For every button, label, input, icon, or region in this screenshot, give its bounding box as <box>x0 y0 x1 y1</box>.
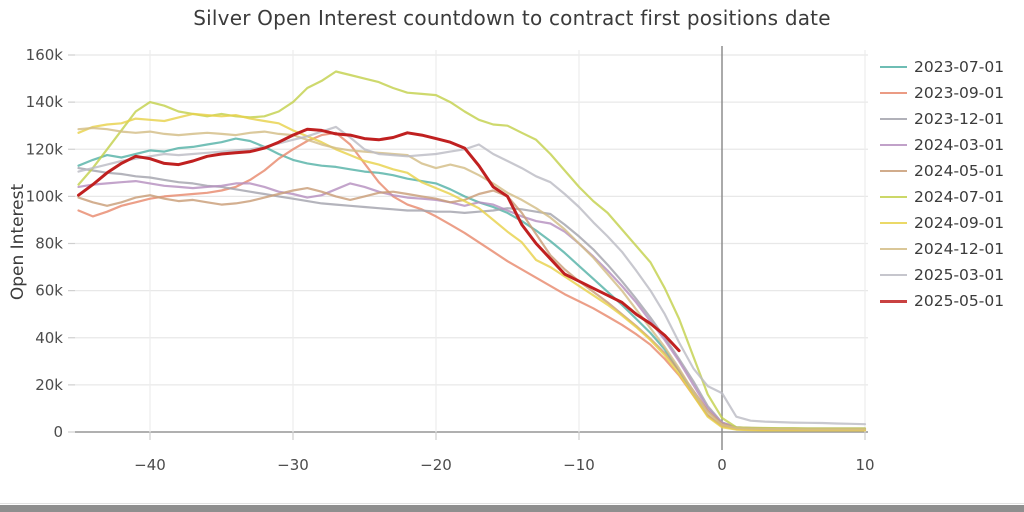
legend-swatch-icon <box>880 170 907 172</box>
legend-item-2025-05-01[interactable]: 2025-05-01 <box>880 288 1004 314</box>
series-line-2024-05-01 <box>77 187 867 431</box>
legend-swatch-icon <box>880 248 907 250</box>
legend-item-2024-05-01[interactable]: 2024-05-01 <box>880 158 1004 184</box>
y-tick-label: 40k <box>35 329 63 347</box>
legend-label: 2024-05-01 <box>914 162 1005 180</box>
y-tick-label: 160k <box>26 46 64 64</box>
legend-label: 2023-07-01 <box>914 58 1005 76</box>
legend-label: 2023-09-01 <box>914 84 1005 102</box>
legend-label: 2025-03-01 <box>914 266 1005 284</box>
series-line-2023-07-01 <box>77 137 867 431</box>
y-tick-label: 60k <box>35 282 63 300</box>
series-line-2025-03-01 <box>77 125 867 426</box>
x-tick-label: −40 <box>134 456 166 474</box>
legend-label: 2024-03-01 <box>914 136 1005 154</box>
legend-label: 2024-12-01 <box>914 240 1005 258</box>
legend-item-2024-03-01[interactable]: 2024-03-01 <box>880 132 1004 158</box>
y-tick-label: 100k <box>26 187 64 205</box>
legend-item-2023-09-01[interactable]: 2023-09-01 <box>880 80 1004 106</box>
x-tick-label: 10 <box>855 456 874 474</box>
legend-label: 2024-07-01 <box>914 188 1005 206</box>
legend: 2023-07-01 2023-09-01 2023-12-01 2024-03-01… <box>880 54 1004 314</box>
y-tick-label: 80k <box>35 235 63 253</box>
legend-label: 2023-12-01 <box>914 110 1005 128</box>
chart-title: Silver Open Interest countdown to contra… <box>193 6 831 30</box>
y-tick-label: 120k <box>26 140 64 158</box>
legend-swatch-icon <box>880 92 907 94</box>
series-line-2024-09-01 <box>77 112 867 432</box>
legend-swatch-icon <box>880 66 907 68</box>
legend-label: 2024-09-01 <box>914 214 1005 232</box>
legend-item-2024-09-01[interactable]: 2024-09-01 <box>880 210 1004 236</box>
y-tick-label: 140k <box>26 93 64 111</box>
series-line-2024-03-01 <box>77 180 867 430</box>
legend-swatch-icon <box>880 118 907 120</box>
series-line-2023-12-01 <box>77 167 867 430</box>
legend-swatch-icon <box>880 299 907 303</box>
series-line-2024-12-01 <box>77 126 867 431</box>
legend-swatch-icon <box>880 196 907 198</box>
x-tick-label: −20 <box>420 456 452 474</box>
y-tick-label: 20k <box>35 376 63 394</box>
legend-swatch-icon <box>880 274 907 276</box>
x-tick-label: 0 <box>717 456 727 474</box>
bottom-separator <box>0 503 1024 504</box>
legend-item-2023-12-01[interactable]: 2023-12-01 <box>880 106 1004 132</box>
legend-item-2024-12-01[interactable]: 2024-12-01 <box>880 236 1004 262</box>
legend-swatch-icon <box>880 222 907 224</box>
series-line-2024-07-01 <box>77 70 867 430</box>
series-line-2023-09-01 <box>77 131 867 432</box>
legend-swatch-icon <box>880 144 907 146</box>
series-line-2025-05-01 <box>77 127 681 353</box>
x-tick-label: −10 <box>563 456 595 474</box>
window-bottom-bar <box>0 505 1024 512</box>
legend-label: 2025-05-01 <box>914 292 1005 310</box>
legend-item-2023-07-01[interactable]: 2023-07-01 <box>880 54 1004 80</box>
x-tick-label: −30 <box>277 456 309 474</box>
y-tick-label: 0 <box>53 423 63 441</box>
legend-item-2024-07-01[interactable]: 2024-07-01 <box>880 184 1004 210</box>
legend-item-2025-03-01[interactable]: 2025-03-01 <box>880 262 1004 288</box>
